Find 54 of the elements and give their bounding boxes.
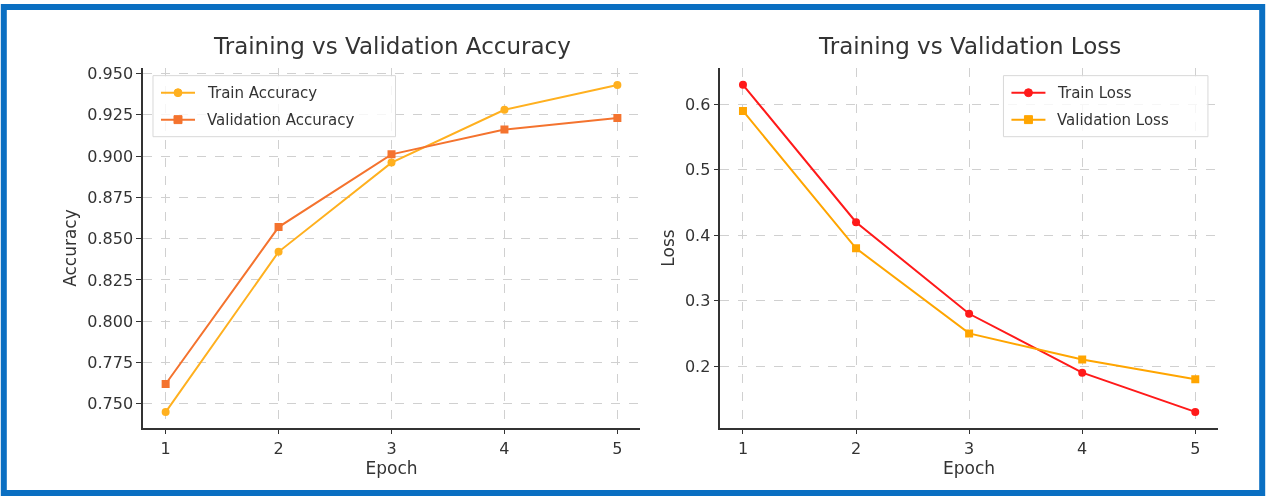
point [965,329,974,338]
y-tick-label: 0.800 [87,311,134,331]
y-tick-label: 0.5 [684,160,711,180]
x-tick-label: 2 [273,438,284,458]
x-axis-title: Epoch [365,458,418,479]
point [500,105,509,114]
point [387,158,396,167]
x-tick-label: 4 [1077,438,1088,458]
x-tick-label: 5 [1190,438,1201,458]
y-axis-title: Accuracy [60,209,81,287]
y-tick-label: 0.925 [87,105,134,125]
point [1191,375,1200,384]
x-tick-label: 3 [386,438,397,458]
x-tick-label: 4 [499,438,510,458]
x-tick-label: 3 [964,438,975,458]
x-axis-title: Epoch [943,458,996,479]
chart-title: Training vs Validation Loss [818,33,1122,59]
x-tick-label: 5 [612,438,623,458]
y-tick-label: 0.4 [684,225,711,245]
point [274,223,283,232]
chart-title: Training vs Validation Accuracy [213,33,571,59]
y-axis-title: Loss [658,229,678,267]
point [965,309,974,318]
legend-label: Train Loss [1057,84,1132,102]
y-tick-label: 0.2 [684,356,711,376]
x-tick-label: 1 [737,438,749,458]
point [852,218,861,227]
y-tick-label: 0.750 [87,394,134,414]
legend-label: Validation Loss [1057,111,1169,129]
y-tick-label: 0.6 [684,95,711,115]
x-tick-label: 2 [850,438,862,458]
y-tick-label: 0.900 [87,146,134,166]
point [274,247,283,256]
point [1078,368,1087,377]
legend-label: Train Accuracy [207,84,318,102]
point [613,80,622,89]
y-tick-label: 0.3 [684,291,711,311]
point [613,114,622,123]
legend-label: Validation Accuracy [207,111,355,129]
point [852,244,861,253]
point [738,106,747,115]
point [1078,355,1087,364]
y-tick-label: 0.875 [87,187,134,207]
point [387,150,396,159]
point [161,408,170,417]
y-tick-label: 0.825 [87,270,134,290]
y-tick-label: 0.775 [87,353,134,373]
point [1191,407,1200,416]
point [161,380,170,388]
point [500,125,509,134]
x-tick-label: 1 [160,438,171,458]
y-tick-label: 0.850 [87,229,134,249]
point [738,80,747,89]
y-tick-label: 0.950 [87,64,134,84]
